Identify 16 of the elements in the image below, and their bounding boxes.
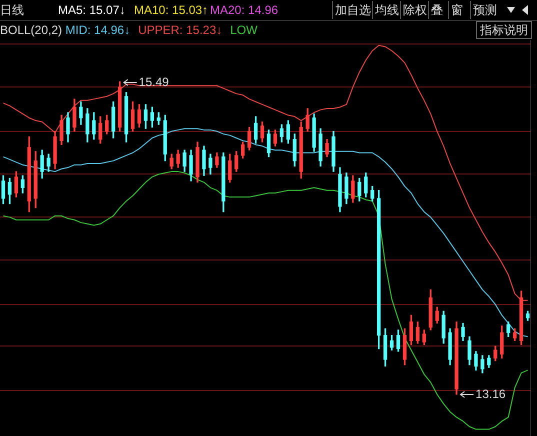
text: LOW <box>230 23 258 37</box>
text: MA5: 15.07↓ <box>58 2 126 19</box>
text: 均线 <box>372 1 401 19</box>
legend-title: BOLL(20,2) <box>0 23 64 37</box>
text: 日线 <box>0 2 24 19</box>
text: 叠 <box>428 1 445 19</box>
text: MID: 14.96↓ <box>65 23 130 37</box>
text: 除权 <box>400 1 429 19</box>
annotation: 13.16 <box>476 386 506 401</box>
text: MA10: 15.03↑ <box>134 2 208 19</box>
text: 指标说明 <box>476 21 532 39</box>
text: 加自选 <box>332 1 373 19</box>
text: 窗 <box>448 1 465 19</box>
text: UPPER: 15.23↓ <box>138 23 222 37</box>
text: MA20: 14.96 <box>210 2 278 19</box>
text: 预测 <box>470 1 499 19</box>
